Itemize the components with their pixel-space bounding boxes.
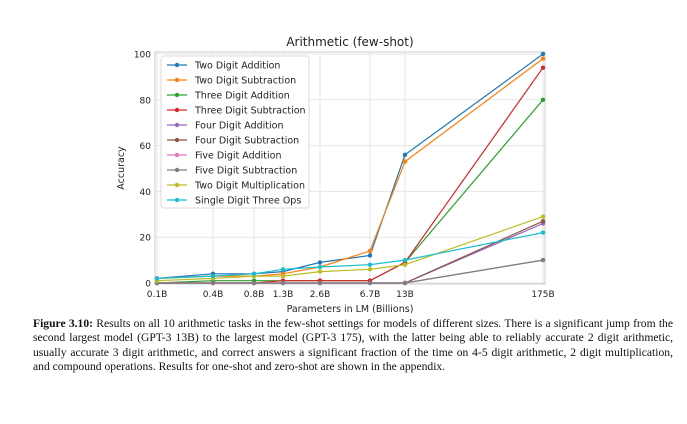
data-point [251, 280, 257, 286]
series-line [157, 259, 544, 284]
legend-item: Five Digit Addition [167, 151, 282, 162]
x-tick-label: 2.6B [310, 290, 331, 300]
legend-label: Four Digit Subtraction [195, 136, 299, 147]
data-point [317, 269, 323, 274]
x-tick-label: 13B [396, 290, 414, 300]
y-axis-label: Accuracy [116, 146, 127, 190]
y-axis-ticks: 0 20 40 60 80 100 [134, 51, 151, 290]
legend-label: Two Digit Multiplication [194, 181, 305, 192]
data-point [402, 280, 408, 286]
legend-swatch-marker [174, 122, 180, 128]
data-point [251, 271, 257, 276]
plot-area [154, 51, 546, 285]
legend-swatch-marker [174, 167, 180, 173]
legend: Two Digit Addition Two Digit Subtraction T… [160, 55, 310, 209]
y-tick-label: 80 [140, 96, 152, 106]
x-tick-label: 1.3B [273, 290, 294, 300]
y-tick-label: 20 [140, 234, 152, 244]
series-single-digit-three-ops [154, 230, 546, 281]
legend-item: Three Digit Subtraction [167, 106, 306, 117]
figure-caption: Figure 3.10: Results on all 10 arithmeti… [33, 317, 673, 375]
y-tick-label: 40 [140, 188, 152, 198]
data-point [367, 280, 373, 286]
legend-label: Single Digit Three Ops [195, 196, 301, 207]
data-point [210, 273, 216, 279]
x-tick-label: 6.7B [360, 290, 381, 300]
data-point [540, 257, 546, 263]
series-two-digit-multiplication [154, 214, 546, 283]
legend-swatch-marker [174, 92, 180, 98]
legend-label: Five Digit Addition [195, 151, 282, 162]
legend-item: Two Digit Subtraction [167, 76, 296, 87]
legend-label: Two Digit Subtraction [194, 76, 296, 87]
data-point [540, 214, 546, 219]
y-tick-label: 60 [140, 142, 152, 152]
series-lines [154, 51, 546, 286]
legend-swatch-marker [174, 152, 180, 158]
data-point [154, 276, 160, 281]
legend-item: Four Digit Addition [167, 121, 283, 132]
legend-item: Two Digit Addition [167, 61, 280, 72]
legend-label: Five Digit Subtraction [195, 166, 297, 177]
x-axis-label: Parameters in LM (Billions) [287, 304, 414, 315]
data-point [280, 280, 286, 286]
legend-item: Single Digit Three Ops [167, 196, 301, 207]
data-point [540, 65, 546, 70]
data-point [367, 248, 373, 254]
legend-box [160, 55, 310, 209]
data-point [280, 267, 286, 272]
data-point [317, 280, 323, 286]
data-point [317, 260, 323, 265]
x-tick-label: 0.1B [147, 290, 168, 300]
legend-label: Three Digit Addition [194, 91, 290, 102]
legend-swatch-marker [174, 62, 180, 68]
legend-label: Four Digit Addition [195, 121, 283, 132]
legend-item: Two Digit Multiplication [167, 181, 305, 192]
x-tick-label: 175B [531, 290, 554, 300]
legend-label: Two Digit Addition [194, 61, 280, 72]
x-tick-label: 0.8B [244, 290, 265, 300]
data-point [367, 262, 373, 267]
y-tick-label: 0 [145, 280, 151, 290]
data-point [540, 230, 546, 235]
data-point [402, 257, 408, 263]
data-point [540, 219, 546, 224]
x-axis-ticks: 0.1B 0.4B 0.8B 1.3B 2.6B 6.7B 13B 175B [147, 290, 555, 300]
chart-title: Arithmetic (few-shot) [286, 35, 413, 49]
x-tick-label: 0.4B [203, 290, 224, 300]
series-line [156, 216, 544, 282]
legend-item: Four Digit Subtraction [167, 136, 299, 147]
grid [155, 52, 545, 284]
legend-item: Three Digit Addition [167, 91, 290, 102]
data-point [540, 51, 546, 57]
legend-swatch-marker [174, 77, 180, 83]
legend-item: Five Digit Subtraction [167, 166, 297, 177]
data-point [280, 273, 286, 279]
data-point [540, 97, 546, 103]
data-point [367, 253, 373, 258]
y-tick-label: 100 [134, 51, 151, 61]
data-point [402, 152, 408, 157]
data-point [210, 280, 216, 286]
data-point [402, 262, 408, 267]
data-point [402, 159, 408, 164]
caption-label: Figure 3.10: [33, 317, 93, 330]
data-point [367, 267, 373, 272]
legend-swatch-marker [174, 182, 180, 188]
legend-swatch-marker [174, 107, 180, 113]
series-line [156, 53, 544, 279]
data-point [540, 56, 546, 61]
data-point [317, 264, 323, 270]
legend-swatch-marker [174, 137, 180, 143]
series-line [156, 232, 544, 279]
legend-label: Three Digit Subtraction [194, 106, 306, 117]
caption-text: Results on all 10 arithmetic tasks in th… [33, 317, 673, 374]
legend-swatch-marker [174, 197, 180, 203]
series-line [157, 259, 544, 284]
series-five-digit-subtraction [154, 257, 546, 286]
